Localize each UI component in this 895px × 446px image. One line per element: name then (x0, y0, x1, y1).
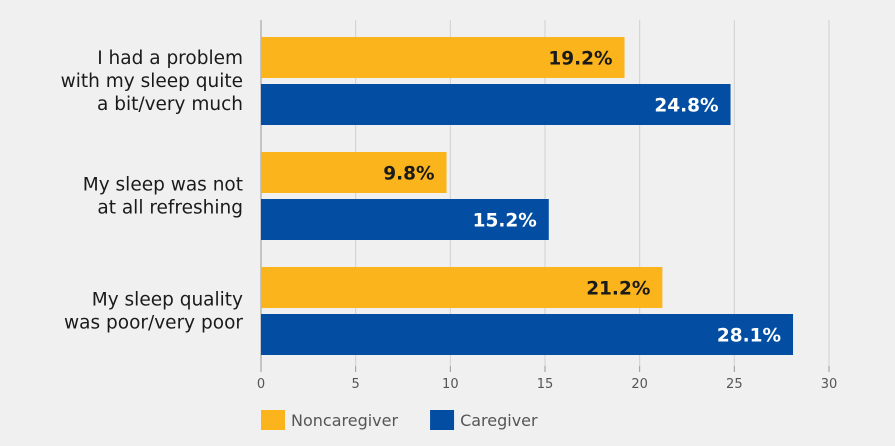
legend-swatch-caregiver (430, 410, 455, 430)
x-tick-label: 15 (537, 377, 554, 392)
bar-caregiver (261, 199, 549, 240)
bar-noncaregiver (261, 152, 447, 193)
legend: Noncaregiver Caregiver (261, 410, 538, 430)
bar-value-label: 9.8% (383, 164, 434, 185)
category-label: at all refreshing (97, 198, 243, 219)
x-tick-label: 5 (352, 377, 360, 392)
bars (261, 37, 794, 355)
bar-value-label: 24.8% (654, 96, 718, 117)
x-tick-label: 0 (257, 377, 265, 392)
bar-value-labels: 19.2% 24.8% 9.8% 15.2% 21.2% 28.1% (383, 49, 781, 347)
category-label: was poor/very poor (64, 313, 243, 334)
bar-value-label: 21.2% (586, 279, 650, 300)
legend-label-caregiver: Caregiver (460, 411, 538, 430)
category-label: with my sleep quite (61, 71, 243, 92)
legend-label-noncaregiver: Noncaregiver (291, 411, 398, 430)
x-tick-label: 25 (726, 377, 743, 392)
category-label: a bit/very much (97, 94, 243, 115)
bar-caregiver (261, 84, 731, 125)
category-label: My sleep quality (92, 290, 243, 311)
bar-noncaregiver (261, 267, 663, 308)
x-axis-ticks: 0 5 10 15 20 25 30 (257, 366, 837, 392)
x-tick-label: 30 (821, 377, 838, 392)
bar-value-label: 19.2% (548, 49, 612, 70)
bar-noncaregiver (261, 37, 625, 78)
x-tick-label: 10 (442, 377, 459, 392)
legend-swatch-noncaregiver (261, 410, 285, 430)
category-label: I had a problem (97, 48, 243, 69)
bar-caregiver (261, 314, 794, 355)
bar-value-label: 28.1% (717, 326, 781, 347)
bar-value-label: 15.2% (473, 211, 537, 232)
category-label: My sleep was not (83, 175, 243, 196)
x-tick-label: 20 (631, 377, 648, 392)
